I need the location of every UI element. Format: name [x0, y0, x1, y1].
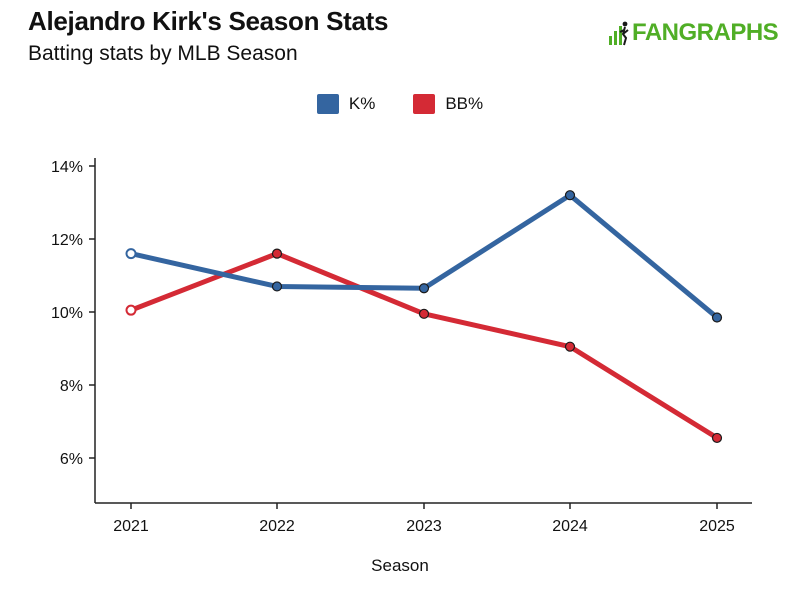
y-tick-label: 8% — [60, 378, 83, 395]
legend-swatch-bb-pct — [413, 94, 436, 114]
data-point-k-pct — [271, 281, 283, 292]
fangraphs-bars-icon — [608, 20, 630, 46]
y-tick-label: 10% — [51, 305, 83, 322]
chart-subtitle: Batting stats by MLB Season — [28, 42, 298, 65]
y-tick-label: 14% — [51, 159, 83, 176]
y-tick-label: 12% — [51, 232, 83, 249]
data-point-bb-pct — [418, 308, 430, 319]
data-point-k-pct — [125, 248, 137, 260]
legend-label-k-pct: K% — [348, 94, 376, 113]
data-point-bb-pct — [271, 248, 283, 259]
data-point-k-pct — [564, 190, 576, 201]
legend-swatch-k-pct — [316, 94, 339, 114]
x-tick-label: 2025 — [699, 518, 735, 535]
legend-label-bb-pct: BB% — [445, 94, 484, 113]
y-tick-label: 6% — [60, 451, 83, 468]
data-point-bb-pct — [711, 432, 723, 444]
legend-item-k-pct[interactable]: K% — [316, 94, 376, 114]
x-tick-label: 2023 — [406, 518, 442, 535]
x-tick-label: 2021 — [113, 518, 149, 535]
x-tick-label: 2022 — [259, 518, 295, 535]
series-line-k-pct — [128, 192, 720, 320]
x-tick-label: 2024 — [552, 518, 588, 535]
chart-legend: K% BB% — [0, 94, 800, 114]
data-point-k-pct — [418, 283, 430, 294]
data-point-bb-pct — [125, 304, 137, 316]
x-axis-title: Season — [371, 556, 429, 575]
legend-item-bb-pct[interactable]: BB% — [413, 94, 483, 114]
chart-title: Alejandro Kirk's Season Stats — [28, 6, 389, 36]
series-line-bb-pct — [128, 251, 720, 441]
data-point-bb-pct — [564, 341, 576, 352]
fangraphs-logo[interactable]: FANGRAPHS — [608, 18, 779, 48]
data-point-k-pct — [711, 312, 723, 323]
fangraphs-logo-text: FANGRAPHS — [632, 19, 779, 46]
